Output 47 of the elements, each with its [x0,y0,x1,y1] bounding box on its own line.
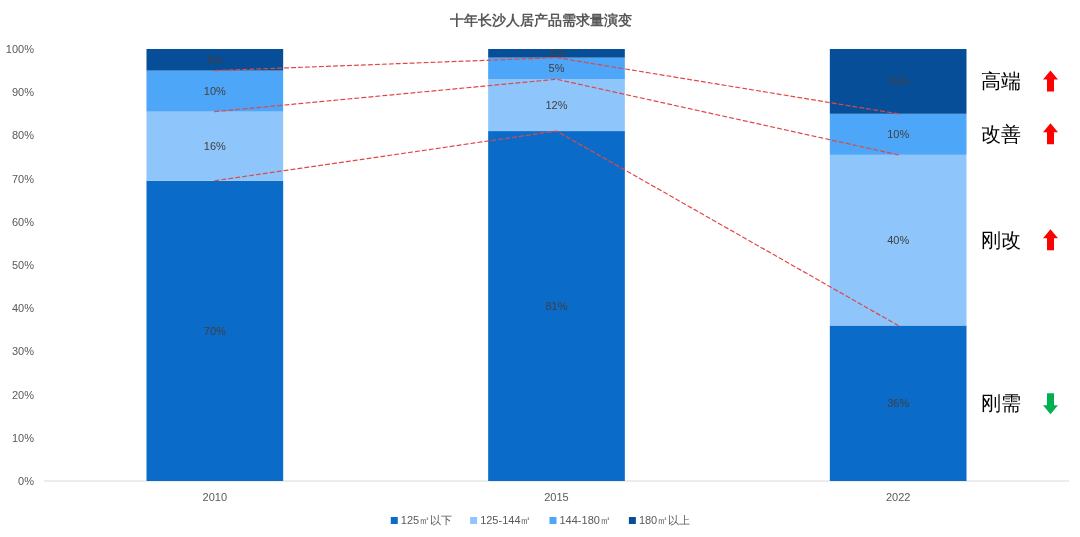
annotation: 改善 [980,123,1021,146]
data-label: 5% [548,62,565,75]
annotation: 刚改 [980,229,1021,252]
bar [829,113,967,155]
y-tick-label: 20% [11,388,35,401]
bar [488,131,625,481]
bar [146,111,284,181]
data-label: 5% [206,53,223,66]
data-label: 70% [203,324,227,337]
bar [146,180,284,481]
data-label: 15% [887,75,910,88]
data-label: 2% [548,47,565,60]
bar [146,49,284,71]
bar [488,57,625,80]
bar [488,49,625,58]
y-tick-label: 80% [11,129,35,142]
data-label: 81% [545,300,568,313]
data-label: 36% [887,397,910,410]
annotation: 高端 [980,70,1021,93]
bar [829,154,967,326]
y-tick-label: 30% [11,345,35,358]
y-tick-label: 0% [18,475,35,487]
legend-label: 125-144㎡ [480,514,532,526]
data-label: 10% [887,128,910,141]
y-tick-label: 100% [5,43,35,55]
annotation: 刚需 [980,392,1021,415]
bar [146,70,284,112]
x-tick-label: 2010 [202,491,228,503]
data-label: 10% [203,85,227,98]
data-label: 16% [203,140,227,153]
bar [829,325,967,481]
legend-label: 144-180㎡ [559,514,611,526]
bar [829,49,967,114]
legend-label: 125㎡以下 [400,514,453,526]
x-tick-label: 2022 [885,491,911,503]
x-tick-label: 2015 [544,491,569,503]
data-label: 12% [545,99,568,112]
y-tick-label: 90% [11,86,35,99]
y-tick-label: 10% [11,431,35,444]
y-tick-label: 50% [11,259,35,271]
chart-title: 十年长沙人居产品需求量演变 [448,12,632,28]
data-label: 40% [887,234,910,247]
y-tick-label: 70% [11,172,35,185]
y-tick-label: 40% [11,302,35,315]
bar [488,79,625,132]
legend-label: 180㎡以上 [638,514,691,526]
y-tick-label: 60% [11,215,35,228]
